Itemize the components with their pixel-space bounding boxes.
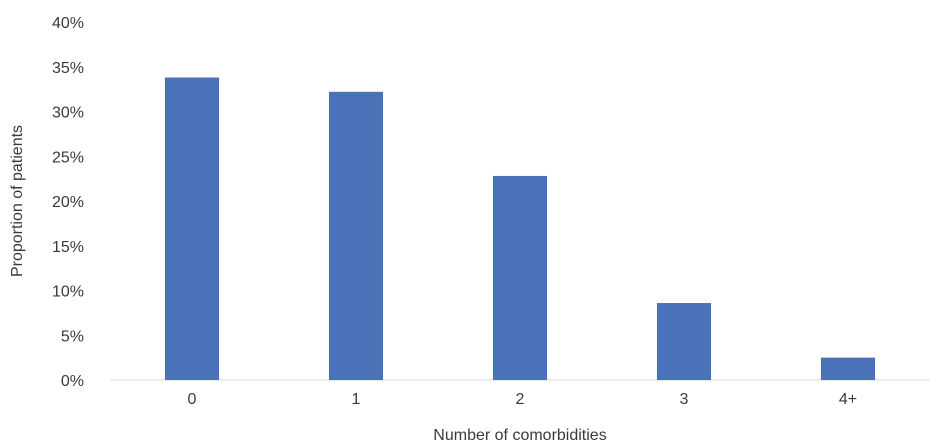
bar	[164, 77, 220, 381]
y-tick-label: 35%	[52, 60, 84, 77]
x-axis-title: Number of comorbidities	[433, 427, 606, 443]
x-tick-label: 3	[680, 391, 689, 408]
y-tick-label: 10%	[52, 284, 84, 301]
x-tick-label: 2	[516, 391, 525, 408]
bar	[328, 91, 384, 380]
bars-group	[164, 77, 876, 381]
y-tick-label: 0%	[61, 373, 84, 390]
bar	[656, 303, 712, 380]
x-tick-label: 4+	[839, 391, 857, 408]
x-tick-label: 0	[188, 391, 197, 408]
y-axis-title: Proportion of patients	[9, 125, 26, 277]
y-tick-label: 5%	[61, 328, 84, 345]
y-axis-tick-labels: 0% 5% 10% 15% 20% 25% 30% 35% 40%	[52, 15, 84, 390]
x-axis-tick-labels: 0 1 2 3 4+	[188, 391, 858, 408]
y-tick-label: 15%	[52, 239, 84, 256]
y-tick-label: 25%	[52, 149, 84, 166]
bar	[492, 175, 548, 380]
bar	[820, 357, 876, 380]
x-tick-label: 1	[352, 391, 361, 408]
y-tick-label: 40%	[52, 15, 84, 32]
y-tick-label: 30%	[52, 105, 84, 122]
y-tick-label: 20%	[52, 194, 84, 211]
